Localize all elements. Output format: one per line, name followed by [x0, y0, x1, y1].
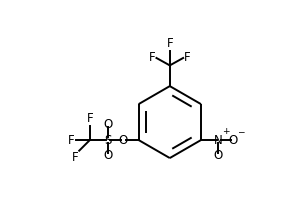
Text: F: F	[166, 37, 173, 50]
Text: O: O	[214, 149, 223, 162]
Text: O: O	[229, 134, 238, 146]
Text: F: F	[184, 51, 191, 65]
Text: F: F	[68, 134, 75, 146]
Text: F: F	[72, 151, 78, 164]
Text: S: S	[104, 134, 111, 146]
Text: N: N	[214, 134, 223, 146]
Text: −: −	[237, 127, 244, 136]
Text: O: O	[103, 118, 112, 131]
Text: F: F	[86, 112, 93, 125]
Text: +: +	[222, 127, 230, 136]
Text: F: F	[149, 51, 155, 65]
Text: O: O	[103, 149, 112, 162]
Text: O: O	[119, 134, 128, 146]
